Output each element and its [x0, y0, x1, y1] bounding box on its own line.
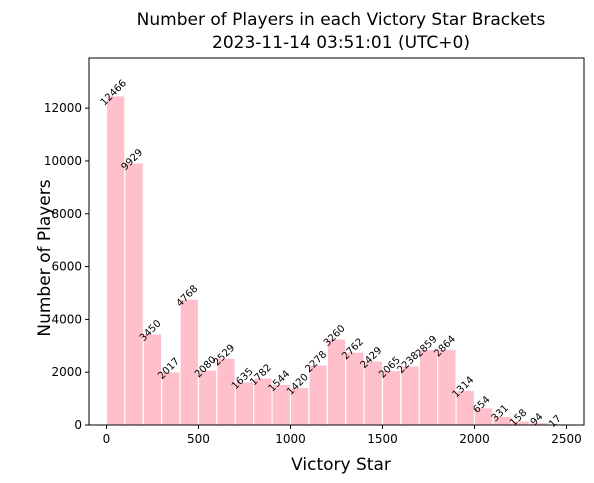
y-axis-label: Number of Players	[35, 179, 55, 336]
bar-1800	[437, 348, 457, 426]
y-tick-label-0: 0	[74, 418, 82, 432]
bar-100	[124, 162, 144, 426]
x-tick-label-500: 500	[187, 432, 210, 446]
bar-400	[179, 298, 200, 426]
bar-value-label-2400: 17	[547, 413, 564, 430]
bar-value-label-2300: 94	[529, 411, 546, 428]
x-tick-label-0: 0	[103, 432, 111, 446]
y-tick-label-10000: 10000	[44, 154, 82, 168]
bars-group	[105, 95, 568, 426]
bar-1700	[418, 348, 439, 426]
y-tick-label-4000: 4000	[51, 312, 82, 326]
bar-600	[216, 357, 236, 426]
x-tick-label-1000: 1000	[275, 432, 306, 446]
plot-frame	[88, 57, 585, 426]
y-tick-label-6000: 6000	[51, 260, 82, 274]
x-tick-label-1500: 1500	[367, 432, 398, 446]
x-axis-label: Victory Star	[291, 455, 391, 475]
y-axis-ticks: 0 2000 4000 6000 8000 10000 12000	[44, 101, 89, 432]
x-tick-label-2500: 2500	[551, 432, 582, 446]
y-tick-label-12000: 12000	[44, 101, 82, 115]
y-tick-label-2000: 2000	[51, 365, 82, 379]
x-tick-label-2000: 2000	[459, 432, 490, 446]
chart-subtitle: 2023-11-14 03:51:01 (UTC+0)	[212, 33, 470, 53]
bar-0	[105, 95, 126, 426]
x-axis-ticks: 0 500 1000 1500 2000 2500	[103, 425, 582, 446]
bar-200	[142, 333, 163, 426]
y-tick-label-8000: 8000	[51, 207, 82, 221]
chart-title: Number of Players in each Victory Star B…	[137, 10, 546, 30]
